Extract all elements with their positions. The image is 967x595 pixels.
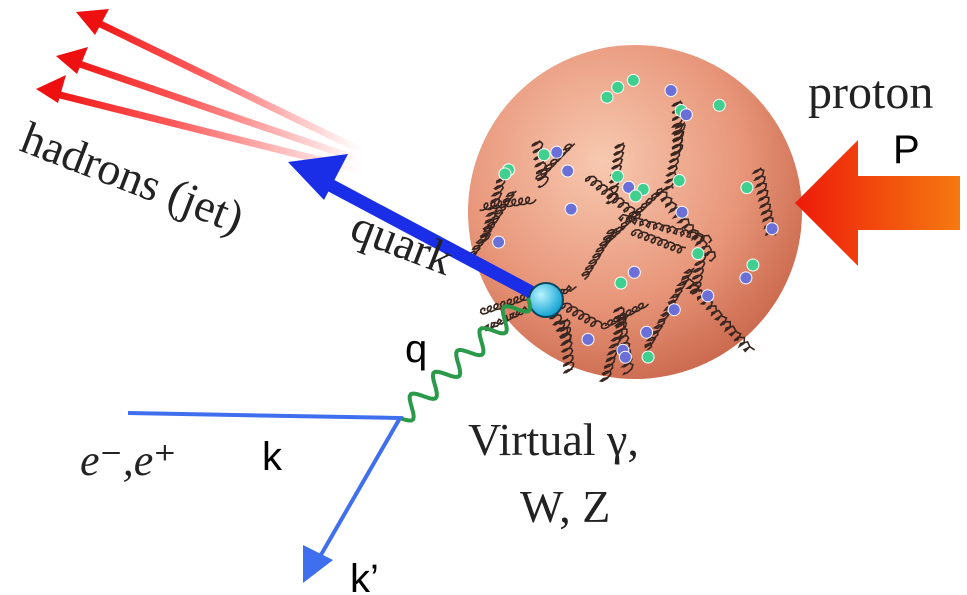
virtual-boson <box>399 297 533 423</box>
proton-arrow <box>795 140 960 266</box>
parton <box>614 276 628 290</box>
parton <box>679 108 693 122</box>
quark-label: quark <box>344 200 460 285</box>
parton <box>691 247 705 261</box>
proton-label: proton <box>808 66 933 119</box>
gluon <box>581 227 618 281</box>
gluon <box>618 213 713 244</box>
parton <box>740 181 754 195</box>
parton <box>492 235 506 249</box>
parton <box>618 350 632 364</box>
parton <box>626 73 640 87</box>
parton <box>667 303 681 317</box>
parton <box>564 202 578 216</box>
lepton-label: e⁻,e⁺ <box>80 436 177 485</box>
parton <box>561 164 575 178</box>
parton <box>622 180 636 194</box>
gluon <box>751 167 777 237</box>
lepton-lines <box>127 411 404 562</box>
parton <box>672 174 686 187</box>
gluon <box>559 302 603 328</box>
gluon <box>584 175 642 219</box>
parton <box>581 332 595 346</box>
gluon <box>466 190 517 262</box>
gluon <box>558 318 575 374</box>
parton <box>611 169 624 183</box>
parton <box>627 265 641 279</box>
gluon <box>662 121 686 191</box>
gluon <box>535 143 576 180</box>
parton <box>498 167 512 181</box>
gluon <box>479 291 538 315</box>
parton <box>611 80 625 94</box>
boson-label-1: Virtual γ, <box>468 414 639 465</box>
q-label: q <box>405 327 427 371</box>
parton <box>640 325 654 339</box>
parton <box>712 98 726 112</box>
jet-arrows <box>36 9 362 174</box>
parton <box>641 350 655 364</box>
parton <box>765 222 779 236</box>
parton <box>739 271 753 285</box>
gluon <box>682 278 756 353</box>
parton <box>675 205 689 219</box>
parton <box>746 258 760 272</box>
k-prime-label: k’ <box>350 557 379 595</box>
boson-label-2: W, Z <box>520 481 610 532</box>
parton <box>600 90 614 104</box>
gluon <box>600 302 650 330</box>
gluon <box>689 252 707 294</box>
parton <box>664 84 678 97</box>
parton <box>537 148 551 162</box>
gluon <box>612 305 634 376</box>
gluon <box>630 229 687 254</box>
k-label: k <box>262 435 283 479</box>
proton-content <box>466 73 779 383</box>
lepton-arrowhead <box>303 545 333 583</box>
parton <box>629 189 643 203</box>
proton-symbol: P <box>893 128 920 172</box>
gluon <box>478 176 506 245</box>
quark-arrow <box>288 154 564 318</box>
parton <box>550 145 564 159</box>
parton <box>701 289 715 303</box>
gluon <box>644 267 695 353</box>
